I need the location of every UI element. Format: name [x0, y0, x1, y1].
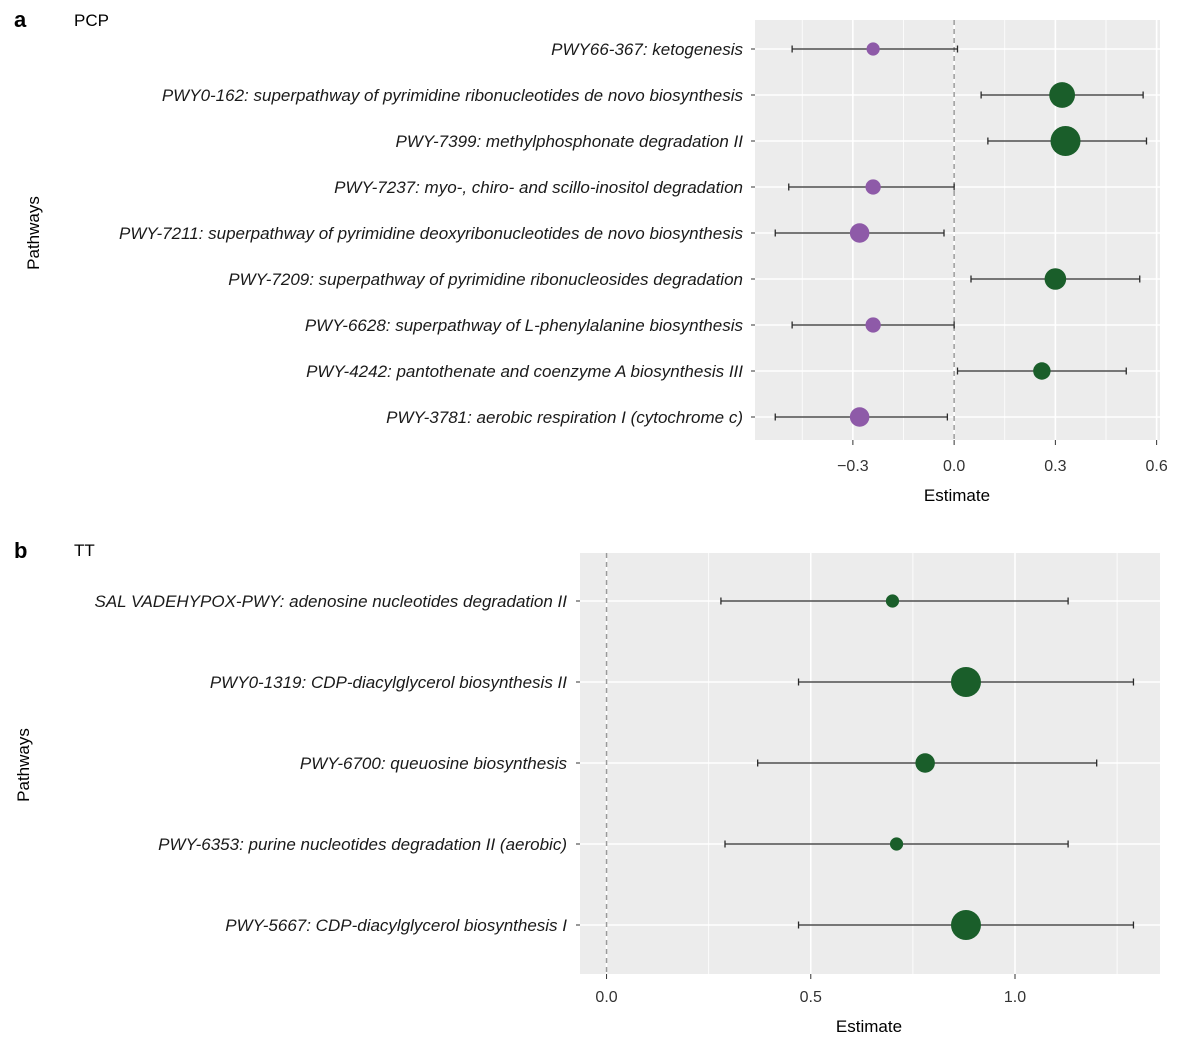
pathway-row: PWY-7399: methylphosphonate degradation … — [396, 126, 1148, 156]
pathway-row: PWY-7209: superpathway of pyrimidine rib… — [228, 268, 1141, 290]
pathway-label: PWY-7211: superpathway of pyrimidine deo… — [119, 224, 743, 243]
pathway-row: PWY0-1319: CDP-diacylglycerol biosynthes… — [210, 667, 1135, 697]
estimate-point — [865, 179, 881, 195]
panel-b-y-axis-title: Pathways — [14, 728, 33, 802]
pathway-row: PWY0-162: superpathway of pyrimidine rib… — [162, 82, 1144, 108]
estimate-point — [950, 910, 981, 940]
x-tick-label: −0.3 — [837, 458, 869, 475]
pathway-label: PWY-7237: myo-, chiro- and scillo-inosit… — [334, 178, 743, 197]
panel-b-x-ticks: 0.0 0.5 1.0 — [595, 974, 1026, 1006]
pathway-row: PWY-3781: aerobic respiration I (cytochr… — [386, 407, 949, 427]
estimate-point — [915, 753, 935, 773]
x-tick-label: 0.5 — [800, 989, 822, 1006]
estimate-point — [1044, 268, 1067, 290]
estimate-point — [889, 837, 904, 851]
pathway-label: PWY-6353: purine nucleotides degradation… — [158, 835, 567, 854]
pathway-row: PWY-6700: queuosine biosynthesis — [300, 753, 1098, 773]
x-tick-label: 0.0 — [595, 989, 617, 1006]
estimate-point — [950, 667, 981, 697]
pathway-row: SAL VADEHYPOX-PWY: adenosine nucleotides… — [95, 592, 1069, 611]
panel-a-y-axis-title: Pathways — [24, 196, 43, 270]
panel-a-letter: a — [14, 7, 27, 32]
estimate-point — [849, 407, 870, 427]
panel-a-plot-area — [755, 20, 1160, 440]
panel-b-marks: SAL VADEHYPOX-PWY: adenosine nucleotides… — [95, 592, 1135, 940]
pathway-label: SAL VADEHYPOX-PWY: adenosine nucleotides… — [95, 592, 568, 611]
estimate-point — [1049, 82, 1076, 108]
x-tick-label: 0.0 — [943, 458, 965, 475]
x-tick-label: 1.0 — [1004, 989, 1026, 1006]
estimate-point — [866, 42, 880, 56]
estimate-point — [1033, 362, 1051, 380]
pathway-label: PWY-3781: aerobic respiration I (cytochr… — [386, 408, 743, 427]
panel-a-x-axis-title: Estimate — [924, 486, 990, 505]
panel-a-title: PCP — [74, 11, 109, 30]
pathway-label: PWY-7209: superpathway of pyrimidine rib… — [228, 270, 743, 289]
panel-a: a PCP PWY66-367: ketogenesis PWY0-162: su… — [14, 7, 1168, 505]
pathway-row: PWY-5667: CDP-diacylglycerol biosynthesi… — [225, 910, 1135, 940]
estimate-point — [885, 594, 900, 608]
pathway-label: PWY-6628: superpathway of L-phenylalanin… — [305, 316, 744, 335]
pathway-label: PWY-7399: methylphosphonate degradation … — [396, 132, 744, 151]
pathway-row: PWY-6353: purine nucleotides degradation… — [158, 835, 1069, 854]
panel-b: b TT SAL VADEHYPOX-PWY: adenosine nucleo… — [14, 538, 1160, 1036]
pathway-row: PWY-7237: myo-, chiro- and scillo-inosit… — [334, 178, 955, 197]
panel-b-letter: b — [14, 538, 27, 563]
panel-a-marks: PWY66-367: ketogenesis PWY0-162: superpat… — [119, 40, 1148, 427]
pathway-row: PWY66-367: ketogenesis — [551, 40, 959, 59]
pathway-row: PWY-4242: pantothenate and coenzyme A bi… — [306, 362, 1127, 381]
x-tick-label: 0.6 — [1146, 458, 1168, 475]
panel-a-x-ticks: −0.3 0.0 0.3 0.6 — [837, 440, 1168, 475]
pathway-label: PWY-5667: CDP-diacylglycerol biosynthesi… — [225, 916, 567, 935]
pathway-row: PWY-7211: superpathway of pyrimidine deo… — [119, 223, 945, 243]
pathway-label: PWY-6700: queuosine biosynthesis — [300, 754, 568, 773]
pathway-label: PWY0-1319: CDP-diacylglycerol biosynthes… — [210, 673, 567, 692]
pathway-label: PWY0-162: superpathway of pyrimidine rib… — [162, 86, 744, 105]
estimate-point — [1050, 126, 1081, 156]
pathway-label: PWY66-367: ketogenesis — [551, 40, 743, 59]
pathway-row: PWY-6628: superpathway of L-phenylalanin… — [305, 316, 955, 335]
pathway-label: PWY-4242: pantothenate and coenzyme A bi… — [306, 362, 743, 381]
estimate-point — [865, 317, 881, 333]
x-tick-label: 0.3 — [1044, 458, 1066, 475]
panel-b-title: TT — [74, 541, 95, 560]
estimate-point — [849, 223, 870, 243]
panel-b-x-axis-title: Estimate — [836, 1017, 902, 1036]
